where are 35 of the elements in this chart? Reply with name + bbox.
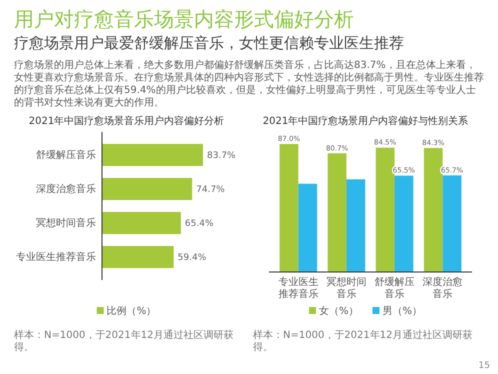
data-label: 74.7%: [196, 184, 226, 195]
data-label: 65.4%: [184, 219, 214, 230]
bar: [298, 184, 318, 272]
x-tick-label: 冥想时间音乐: [326, 276, 366, 300]
bar: [442, 175, 462, 272]
bar: [376, 148, 395, 272]
data-label: 83.7%: [207, 150, 236, 161]
y-tick-label: 专业医生推荐音乐: [16, 251, 96, 264]
x-tick-label: 专业医生推荐音乐: [278, 276, 318, 300]
bar: [102, 246, 174, 268]
y-tick-label: 冥想时间音乐: [36, 217, 96, 230]
data-label: 59.4%: [178, 253, 207, 264]
text: 用户对疗愈音乐场景内容形式偏好分析: [14, 7, 354, 31]
legend-label: 比例（%）: [106, 305, 156, 317]
bar: [280, 144, 298, 272]
y-tick-label: 舒缓解压音乐: [36, 149, 96, 162]
bar: [328, 153, 346, 272]
x-tick-label: 深度治愈音乐: [422, 276, 463, 300]
text: 疗愈场景的用户总体上来看，绝大多数用户都偏好舒缓解压类音乐，占比高达83.7%，且在总体上来看，女性更喜欢疗愈场景音乐。在疗愈场景具体的四种内容形式下，女性选择的比例都高于男性。专业医生推荐的疗愈音乐在总体上仅有59.4%的用户比较喜欢，但是，女性偏好上明显高于男性，可见医生等专业人士的背书对女性来说有更大的作用。: [14, 59, 484, 108]
text: 15: [478, 361, 490, 371]
bar: [102, 212, 181, 234]
legend-label: 女（%）: [318, 305, 358, 317]
bar: [424, 148, 443, 272]
chart-title: 2021年中国疗愈场景音乐用户内容偏好分析: [28, 115, 224, 127]
x-tick-label: 舒缓解压音乐: [374, 276, 415, 300]
text: 样本：N=1000，于2021年12月通过社区调研获得。: [253, 329, 472, 353]
bar: [346, 179, 366, 272]
bar: [102, 144, 203, 166]
text: 疗愈场景用户最爱舒缓解压音乐，女性更信赖专业医生推荐: [14, 34, 404, 52]
y-tick-label: 深度治愈音乐: [36, 183, 96, 196]
chart-title: 2021年中国疗愈场景用户内容偏好与性别关系: [262, 115, 468, 127]
bar: [102, 178, 192, 200]
legend-label: 男（%）: [382, 306, 422, 317]
text: 样本：N=1000，于2021年12月通过社区调研获得。: [14, 329, 234, 353]
bar: [394, 176, 414, 272]
